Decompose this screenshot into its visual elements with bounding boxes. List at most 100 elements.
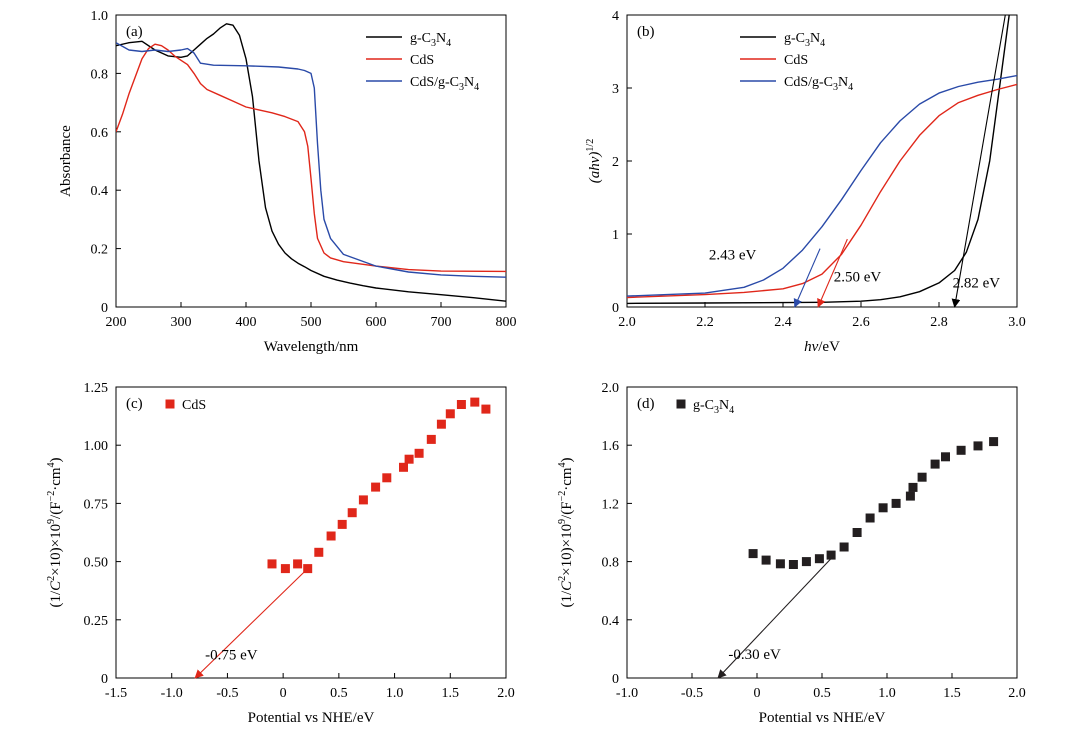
data-point xyxy=(426,434,436,444)
data-point xyxy=(826,550,836,560)
y-tick-label: 0 xyxy=(612,672,619,687)
x-tick-label: 0 xyxy=(754,686,761,701)
data-point xyxy=(414,448,424,458)
data-point xyxy=(314,547,324,557)
series-line-1 xyxy=(627,83,1017,299)
plot-area xyxy=(116,23,506,302)
y-axis-label: (ahv)1/2 xyxy=(585,139,603,183)
panel-b-tauc-plot: 2.0 2.2 2.4 2.6 2.8 3.0 0 1 2 3 4 (b) hv/eV (ahv)1/2 2… xyxy=(585,9,1026,355)
data-point xyxy=(801,557,811,567)
data-point xyxy=(470,397,480,407)
x-tick-label: 3.0 xyxy=(1008,315,1026,330)
data-point xyxy=(303,564,313,574)
x-tick-label: 500 xyxy=(301,315,322,330)
panel-c-mott-schottky-cds: -1.5 -1.0 -0.5 0 0.5 1.0 1.5 2.0 0 0.25 0.50 0.75 1.… xyxy=(46,381,515,726)
y-tick-label: 0 xyxy=(612,301,619,316)
x-tick-label: 400 xyxy=(236,315,257,330)
x-tick-label: 800 xyxy=(496,315,517,330)
series-line-1 xyxy=(116,43,506,273)
legend-marker xyxy=(676,399,686,409)
annotation-label: -0.30 eV xyxy=(728,647,781,663)
plot-area xyxy=(627,15,1017,305)
x-axis-label: Potential vs NHE/eV xyxy=(248,710,375,726)
y-tick-label: 1 xyxy=(612,228,619,243)
y-tick-label: 0.8 xyxy=(602,556,620,571)
y-tick-label: 2.0 xyxy=(602,381,620,396)
data-point xyxy=(337,519,347,529)
x-axis-label: Potential vs NHE/eV xyxy=(759,710,886,726)
data-point xyxy=(456,400,466,409)
data-point xyxy=(436,419,446,429)
x-tick-label: 0.5 xyxy=(330,686,348,701)
y-tick-label: 0.25 xyxy=(84,614,109,629)
legend-label: CdS xyxy=(784,53,808,68)
y-tick-label: 1.2 xyxy=(602,497,620,512)
data-point xyxy=(973,441,983,451)
extrapolation-arrow xyxy=(194,568,309,679)
data-point xyxy=(371,482,381,492)
x-axis-label: Wavelength/nm xyxy=(264,339,359,355)
panel-label: (d) xyxy=(637,396,655,412)
x-tick-label: 2.0 xyxy=(618,315,636,330)
y-tick-label: 0.75 xyxy=(84,497,109,512)
series-line-2 xyxy=(116,42,506,278)
y-tick-label: 1.00 xyxy=(84,439,109,454)
x-tick-label: 700 xyxy=(431,315,452,330)
x-tick-label: -0.5 xyxy=(216,686,238,701)
x-tick-label: -1.0 xyxy=(616,686,638,701)
legend-label: CdS xyxy=(182,398,206,413)
panel-d-mott-schottky-gc3n4: -1.0 -0.5 0 0.5 1.0 1.5 2.0 0 0.4 0.8 1.2 1.6 2.0 (d)… xyxy=(557,381,1026,726)
y-tick-label: 0.4 xyxy=(602,614,620,629)
data-point xyxy=(930,459,940,469)
data-point xyxy=(267,559,277,569)
y-tick-label: 4 xyxy=(612,9,619,24)
data-point xyxy=(941,452,950,462)
data-point xyxy=(852,528,862,537)
x-tick-label: 2.4 xyxy=(774,315,792,330)
data-point xyxy=(481,404,491,414)
x-tick-label: 0 xyxy=(280,686,287,701)
x-tick-label: 1.0 xyxy=(878,686,896,701)
data-point xyxy=(761,555,771,565)
annotation-label: 2.43 eV xyxy=(709,248,757,264)
y-tick-label: 0 xyxy=(101,301,108,316)
series-line-2 xyxy=(627,74,1017,297)
y-tick-label: 0.6 xyxy=(91,126,109,141)
y-axis-label: (1/C2×10)×109/(F−2·cm4) xyxy=(557,457,575,607)
series-line-0 xyxy=(627,15,1010,305)
x-tick-label: -1.5 xyxy=(105,686,127,701)
data-point xyxy=(293,559,303,569)
y-tick-label: 1.0 xyxy=(91,9,109,24)
x-axis-label: hv/eV xyxy=(804,339,840,355)
x-tick-label: 300 xyxy=(171,315,192,330)
x-tick-label: 0.5 xyxy=(813,686,831,701)
data-point xyxy=(917,472,927,482)
data-point xyxy=(748,549,758,559)
data-point xyxy=(445,409,455,419)
legend-marker xyxy=(165,399,175,409)
legend-label: g-C3N4 xyxy=(784,31,825,49)
data-point xyxy=(404,454,414,464)
extrapolation-arrow xyxy=(817,238,848,308)
plot-area xyxy=(748,437,999,569)
legend-label: CdS xyxy=(410,53,434,68)
x-tick-label: 2.0 xyxy=(1008,686,1026,701)
data-point xyxy=(905,491,915,501)
x-tick-label: 600 xyxy=(366,315,387,330)
data-point xyxy=(814,554,824,564)
y-tick-label: 1.25 xyxy=(84,381,109,396)
y-tick-label: 2 xyxy=(612,155,619,170)
panel-label: (a) xyxy=(126,24,143,40)
x-tick-label: 2.2 xyxy=(696,315,714,330)
data-point xyxy=(788,560,798,569)
legend-label: CdS/g-C3N4 xyxy=(410,75,479,93)
data-point xyxy=(908,482,918,492)
extrapolation-arrow xyxy=(951,14,1006,308)
data-point xyxy=(382,473,392,483)
x-tick-label: -0.5 xyxy=(681,686,703,701)
legend-label: g-C3N4 xyxy=(693,398,734,416)
data-point xyxy=(956,445,966,455)
panel-label: (c) xyxy=(126,396,143,412)
y-axis-label: (1/C2×10)×109/(F−2·cm4) xyxy=(46,457,64,607)
